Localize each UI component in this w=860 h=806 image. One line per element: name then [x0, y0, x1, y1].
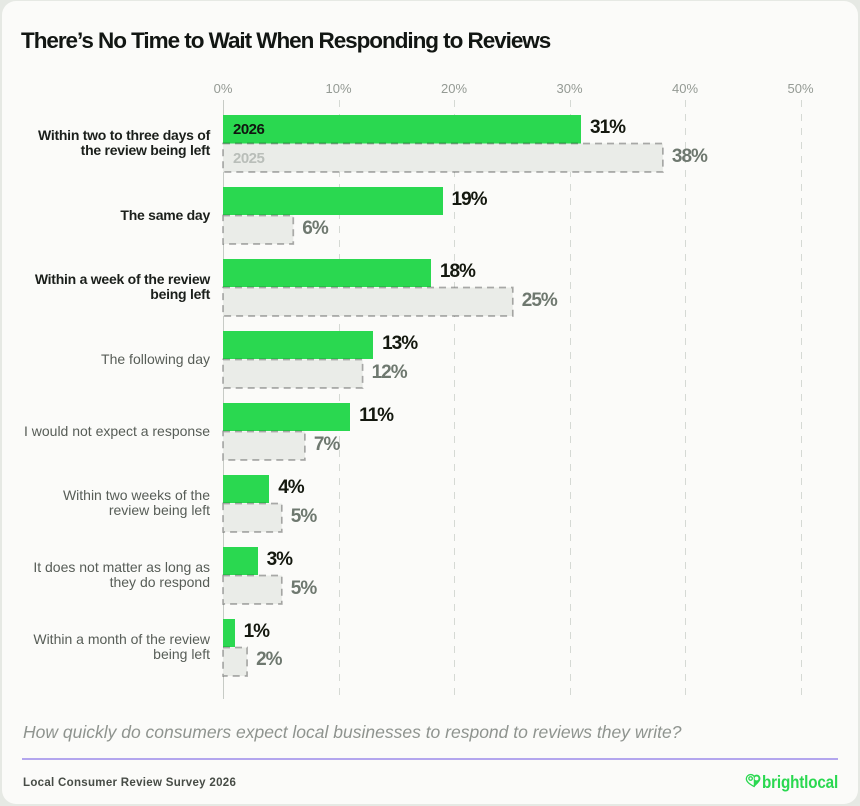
svg-text:brightlocal: brightlocal [762, 772, 838, 792]
